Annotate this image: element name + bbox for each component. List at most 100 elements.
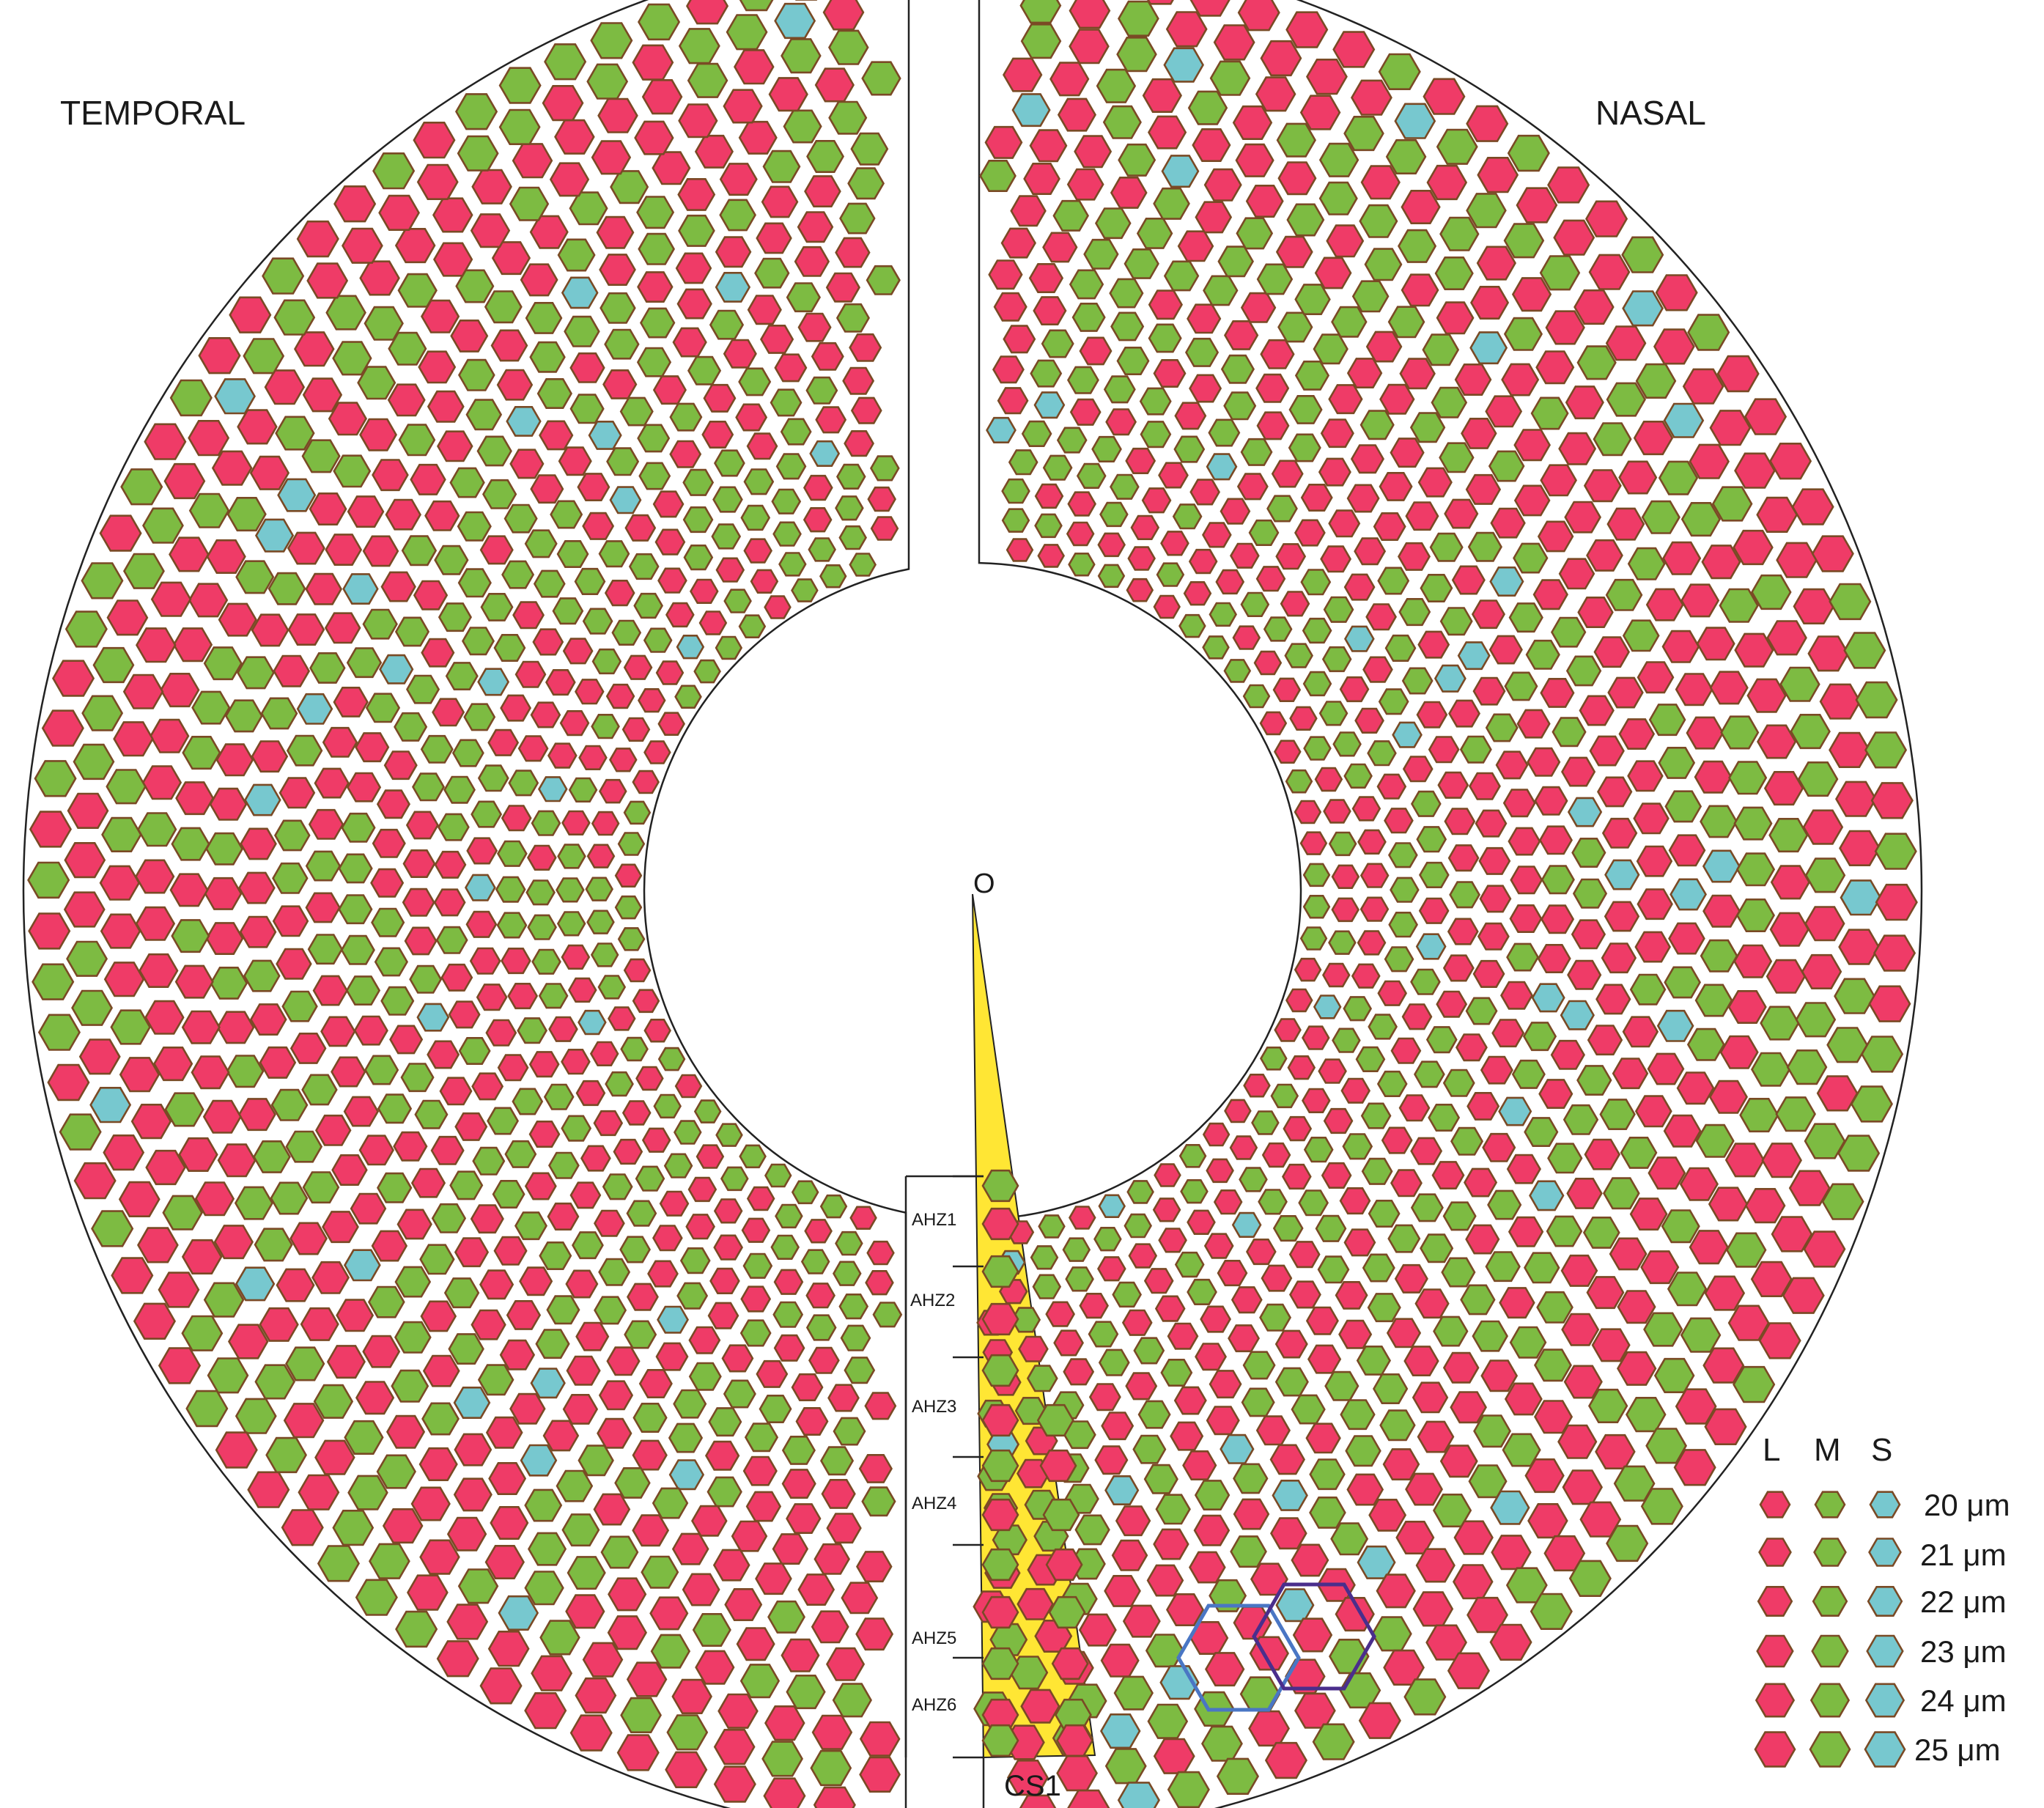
cone-l — [106, 599, 149, 636]
cone-l — [385, 498, 422, 531]
cone-l — [781, 1638, 820, 1672]
cone-l — [674, 1074, 703, 1099]
cone-m — [252, 1140, 291, 1173]
cone-l — [405, 811, 439, 840]
cone-m — [185, 1390, 229, 1428]
cone-l — [731, 1520, 768, 1552]
cone-l — [308, 808, 344, 840]
cone-l — [637, 271, 674, 303]
cone-m — [602, 1173, 633, 1200]
cone-s — [1231, 1211, 1262, 1238]
cone-l — [490, 1506, 529, 1540]
cone-l — [569, 1181, 602, 1209]
cone-m — [527, 914, 558, 940]
cone-m — [847, 167, 885, 200]
legend-size-21: 21 μm — [1920, 1538, 2007, 1572]
cone-m — [1139, 387, 1172, 416]
cone-l — [387, 383, 426, 417]
cone-m — [688, 1362, 722, 1391]
cone-l — [713, 1729, 756, 1765]
cone-l — [575, 1677, 617, 1714]
cone-l — [1476, 246, 1516, 281]
cone-l — [1365, 331, 1403, 363]
cone-l — [487, 1631, 530, 1667]
cone-l — [432, 197, 473, 233]
cone-l — [602, 369, 638, 399]
cone-m — [742, 1252, 773, 1279]
cone-l — [598, 1380, 634, 1411]
cone-l — [1562, 1469, 1603, 1505]
cone-s — [1469, 331, 1508, 365]
cone-l — [1839, 830, 1881, 866]
cone-m — [388, 331, 427, 366]
cone-l — [1384, 808, 1414, 834]
cone-s — [506, 405, 542, 437]
cone-l — [446, 1604, 489, 1640]
nasal-label: NASAL — [1595, 94, 1706, 132]
cone-l — [1791, 488, 1834, 525]
cone-m — [1513, 542, 1549, 574]
cone-m — [1230, 1535, 1267, 1568]
cone-l — [100, 913, 141, 949]
cone-l — [632, 1439, 668, 1471]
cone-l — [1583, 469, 1622, 503]
cone-l — [289, 1033, 327, 1064]
cone-l — [1335, 1281, 1368, 1310]
cone-l — [333, 185, 377, 223]
cone-l — [870, 516, 899, 541]
cone-l — [1323, 1107, 1354, 1134]
cone-l — [764, 595, 792, 619]
cone-l — [1331, 864, 1360, 889]
legend-swatch-m — [1809, 1731, 1851, 1768]
cone-m — [981, 1354, 1019, 1387]
cone-m — [1536, 1291, 1573, 1324]
cone-l — [1189, 0, 1231, 17]
cone-l — [1461, 417, 1497, 449]
cone-l — [743, 538, 773, 564]
cone-s — [214, 378, 256, 415]
cone-l — [773, 1269, 804, 1295]
cone-m — [535, 1329, 570, 1359]
cone-l — [545, 668, 576, 696]
cone-m — [1466, 193, 1507, 229]
cone-l — [1224, 1099, 1252, 1123]
cone-m — [476, 435, 512, 467]
cone-l — [1709, 671, 1749, 705]
cone-l — [698, 610, 728, 635]
cone-m — [1645, 1428, 1687, 1464]
cone-m — [1302, 671, 1332, 697]
cone-l — [627, 1283, 659, 1311]
cone-l — [635, 1066, 664, 1091]
cone-l — [1381, 1126, 1413, 1154]
cone-l — [1343, 1228, 1376, 1257]
cone-m — [781, 38, 822, 74]
cone-l — [1766, 959, 1807, 994]
cone-l — [259, 1046, 297, 1079]
cone-l — [1056, 1755, 1099, 1792]
cone-m — [1387, 842, 1418, 868]
cone-m — [340, 934, 375, 965]
cone-l — [139, 953, 179, 988]
cone-m — [1216, 1757, 1260, 1795]
cone-l — [325, 534, 363, 567]
cone-l — [205, 922, 244, 955]
cone-l — [558, 446, 592, 476]
cone-m — [598, 540, 630, 568]
cone-l — [1331, 897, 1360, 923]
cone-m — [1155, 1494, 1191, 1525]
cone-m — [628, 553, 660, 580]
cone-m — [591, 713, 620, 739]
cone-l — [413, 580, 449, 610]
cone-l — [559, 709, 590, 737]
cone-m — [676, 1282, 709, 1310]
cone-m — [1200, 1725, 1243, 1762]
cone-l — [1160, 531, 1189, 556]
cone-l — [688, 1326, 721, 1354]
cone-m — [1551, 616, 1587, 648]
cone-m — [285, 1130, 323, 1163]
cone-l — [569, 1714, 613, 1752]
cone-m — [265, 1436, 307, 1474]
cone-l — [652, 1225, 683, 1252]
cone-l — [1055, 1724, 1094, 1757]
cone-m — [1126, 1180, 1154, 1204]
